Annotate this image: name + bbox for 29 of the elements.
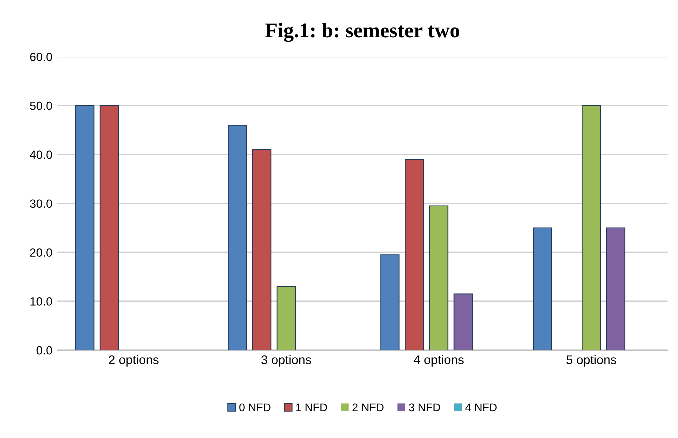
bar — [582, 105, 602, 350]
bar — [606, 228, 626, 350]
legend-label: 2 NFD — [352, 404, 384, 412]
bar — [429, 206, 449, 350]
legend-label: 1 NFD — [296, 404, 328, 412]
bar — [100, 105, 120, 350]
bar — [276, 286, 296, 350]
y-tick-label: 30.0 — [30, 200, 52, 208]
chart-title: Fig.1: b: semester two — [266, 23, 460, 42]
legend-label: 0 NFD — [240, 404, 271, 412]
x-tick-label: 3 options — [262, 355, 312, 367]
bar — [454, 294, 473, 350]
y-tick-label: 20.0 — [30, 248, 52, 257]
bar — [252, 149, 272, 350]
y-tick-label: 60.0 — [30, 52, 52, 62]
y-tick-label: 40.0 — [30, 150, 52, 160]
x-tick-label: 4 options — [414, 355, 464, 367]
y-tick-label: 0.0 — [36, 346, 52, 355]
bar — [76, 105, 95, 350]
bar — [405, 159, 424, 350]
legend-label: 4 NFD — [466, 404, 497, 412]
bar — [228, 124, 248, 350]
legend-label: 3 NFD — [409, 404, 440, 412]
x-tick-label: 5 options — [566, 355, 616, 367]
x-tick-label: 2 options — [109, 355, 159, 367]
bar — [533, 228, 552, 350]
y-tick-label: 50.0 — [30, 102, 52, 110]
y-tick-label: 10.0 — [30, 298, 52, 306]
bar — [380, 254, 400, 350]
